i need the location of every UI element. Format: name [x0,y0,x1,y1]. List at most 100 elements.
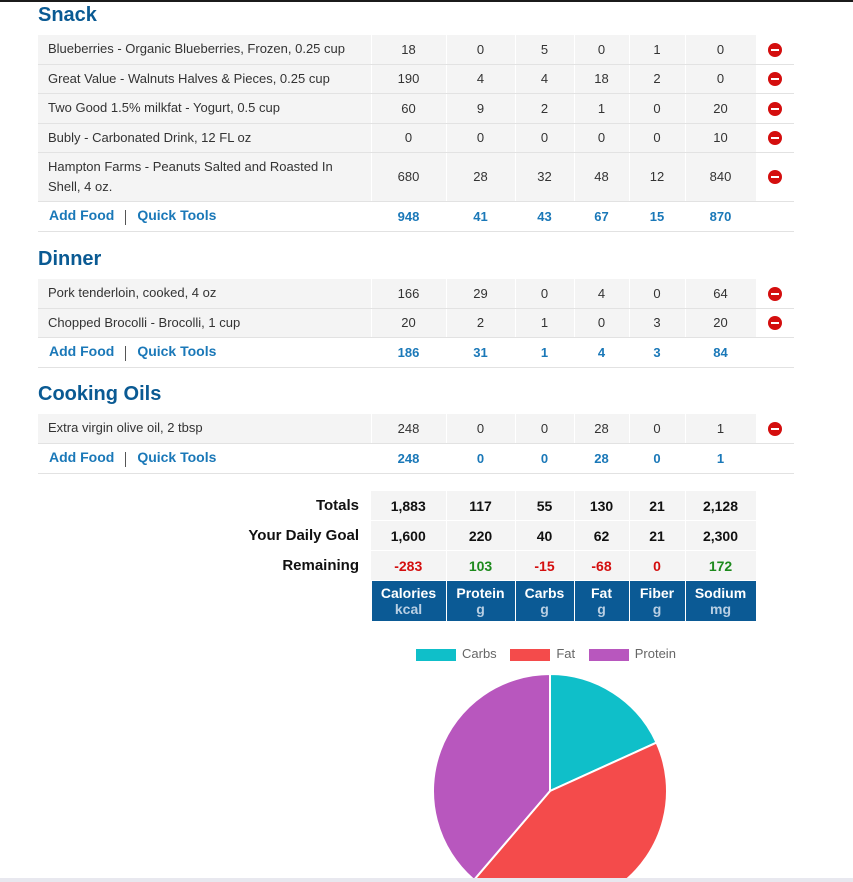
fiber-cell: 0 [629,123,686,153]
total-fat: 67 [574,201,629,232]
remove-food-icon[interactable] [768,43,783,58]
remove-food-icon[interactable] [768,72,783,87]
total-calories: 948 [371,201,446,232]
header-carbs: Carbs g [515,580,575,621]
calories-cell: 20 [371,308,447,338]
food-row[interactable]: Great Value - Walnuts Halves & Pieces, 0… [38,64,794,94]
remove-food-icon[interactable] [768,287,783,302]
header-fiber: Fiber g [629,580,686,621]
quick-tools-link[interactable]: Quick Tools [137,449,217,466]
food-row[interactable]: Two Good 1.5% milkfat - Yogurt, 0.5 cup … [38,93,794,124]
add-food-link[interactable]: Add Food [49,207,115,224]
section-title-snack: Snack [38,4,97,26]
totals-fat: 130 [574,491,630,521]
remove-food-icon[interactable] [768,316,783,331]
totals-protein: 117 [446,491,516,521]
total-protein: 41 [446,201,515,232]
header-name: Carbs [524,585,565,601]
food-name[interactable]: Two Good 1.5% milkfat - Yogurt, 0.5 cup [38,93,372,124]
food-row[interactable]: Extra virgin olive oil, 2 tbsp 248 0 0 2… [38,414,794,444]
fat-cell: 0 [574,308,630,338]
section-title-cooking-oils: Cooking Oils [38,383,162,405]
legend-item-protein[interactable]: Protein [588,646,676,662]
food-name[interactable]: Bubly - Carbonated Drink, 12 FL oz [38,123,372,153]
legend-swatch-fat [510,648,551,661]
fat-cell: 0 [574,35,630,65]
pie-slice-carbs[interactable] [549,672,658,793]
remove-food-icon[interactable] [768,170,783,185]
legend-item-carbs[interactable]: Carbs [416,646,497,661]
food-name[interactable]: Extra virgin olive oil, 2 tbsp [38,414,372,444]
sodium-cell: 20 [685,308,757,338]
food-name[interactable]: Blueberries - Organic Blueberries, Froze… [38,35,372,65]
fiber-cell: 0 [629,93,686,124]
total-sodium: 84 [685,337,756,368]
quick-tools-link[interactable]: Quick Tools [137,207,217,224]
header-name: Fiber [639,585,675,601]
fat-cell: 48 [574,152,630,202]
carbs-cell: 5 [515,35,575,65]
food-name[interactable]: Hampton Farms - Peanuts Salted and Roast… [38,152,372,202]
fiber-cell: 12 [629,152,686,202]
header-unit: g [540,601,549,617]
total-calories: 248 [371,443,446,474]
totals-row: Totals 1,883 117 55 130 21 2,128 [38,491,757,521]
sodium-cell: 64 [685,279,757,309]
remove-food-icon[interactable] [768,422,783,437]
fat-cell: 1 [574,93,630,124]
meal-totals-row: Add Food Quick Tools 948 41 43 67 15 870 [38,201,794,232]
divider [125,209,127,225]
header-unit: g [652,601,662,617]
header-name: Calories [380,585,437,601]
pie-slice-protein[interactable] [432,672,551,878]
carbs-cell: 0 [515,123,575,153]
protein-cell: 0 [446,414,516,444]
food-name[interactable]: Chopped Brocolli - Brocolli, 1 cup [38,308,372,338]
meal-actions: Add Food Quick Tools [38,201,371,232]
total-carbs: 1 [515,337,574,368]
header-calories: Calories kcal [371,580,447,621]
calories-cell: 18 [371,35,447,65]
food-row[interactable]: Pork tenderloin, cooked, 4 oz 166 29 0 4… [38,279,794,309]
legend-item-fat[interactable]: Fat [510,646,575,661]
add-food-link[interactable]: Add Food [49,343,115,360]
add-food-link[interactable]: Add Food [49,449,115,466]
legend-label: Protein [634,646,676,662]
food-name[interactable]: Pork tenderloin, cooked, 4 oz [38,279,372,309]
legend-label: Fat [556,646,576,662]
goal-row: Your Daily Goal 1,600 220 40 62 21 2,300 [38,520,757,551]
header-protein: Protein g [446,580,516,621]
remaining-fiber: 0 [629,550,686,581]
pie-slice-fat[interactable] [474,741,668,878]
protein-cell: 9 [446,93,516,124]
remove-food-icon[interactable] [768,101,783,116]
remaining-carbs: -15 [515,550,575,581]
sodium-cell: 10 [685,123,757,153]
total-protein: 0 [446,443,515,474]
protein-cell: 0 [446,35,516,65]
carbs-cell: 0 [515,414,575,444]
quick-tools-link[interactable]: Quick Tools [137,343,217,360]
sodium-cell: 0 [685,35,757,65]
delete-cell [756,64,794,94]
food-row[interactable]: Chopped Brocolli - Brocolli, 1 cup 20 2 … [38,308,794,338]
empty-cell [38,580,372,621]
remaining-protein: 103 [446,550,516,581]
meal-totals-row: Add Food Quick Tools 186 31 1 4 3 84 [38,337,794,368]
goal-carbs: 40 [515,520,575,551]
calories-cell: 248 [371,414,447,444]
delete-cell [756,35,794,65]
food-row[interactable]: Hampton Farms - Peanuts Salted and Roast… [38,152,794,202]
legend-label: Carbs [462,646,497,662]
total-fiber: 0 [629,443,685,474]
food-name[interactable]: Great Value - Walnuts Halves & Pieces, 0… [38,64,372,94]
header-unit: kcal [394,601,423,617]
food-row[interactable]: Blueberries - Organic Blueberries, Froze… [38,35,794,65]
carbs-cell: 1 [515,308,575,338]
empty-cell [756,201,794,232]
header-fat: Fat g [574,580,630,621]
remove-food-icon[interactable] [768,131,783,146]
goal-label: Your Daily Goal [248,527,359,544]
food-row[interactable]: Bubly - Carbonated Drink, 12 FL oz 0 0 0… [38,123,794,153]
header-unit: mg [710,601,731,617]
